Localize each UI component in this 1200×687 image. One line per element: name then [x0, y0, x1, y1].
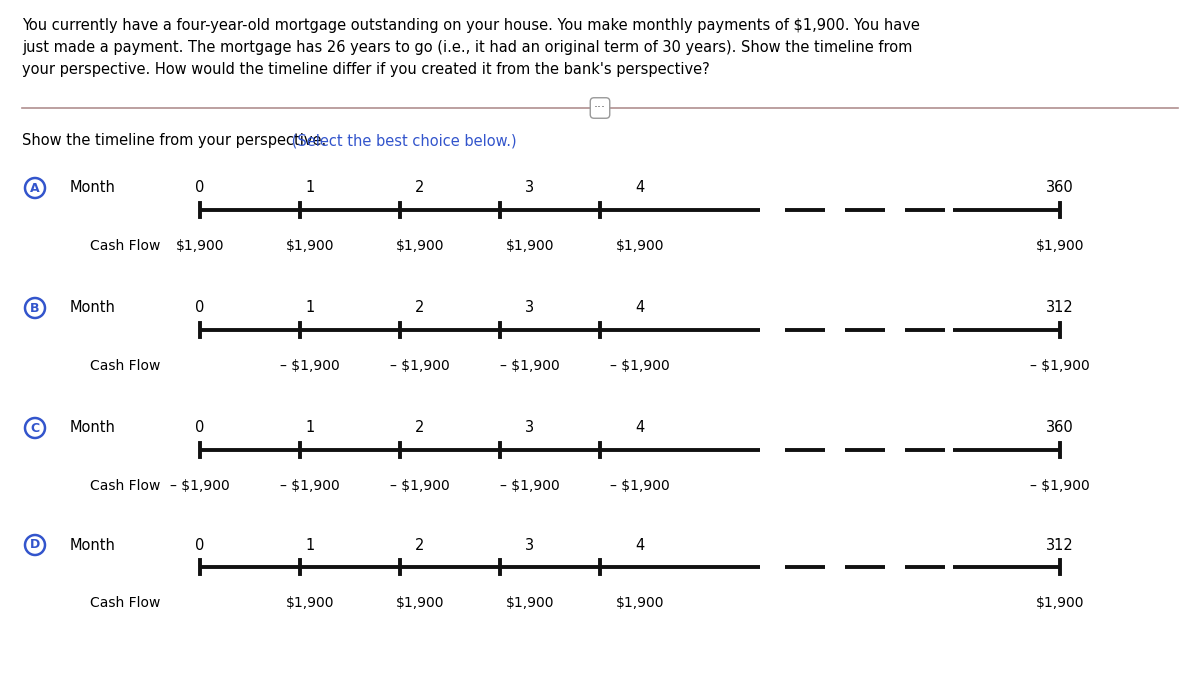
Text: 4: 4	[635, 537, 644, 552]
Text: 1: 1	[305, 300, 314, 315]
Text: 3: 3	[526, 537, 534, 552]
Text: 312: 312	[1046, 537, 1074, 552]
Text: – $1,900: – $1,900	[500, 479, 560, 493]
Text: your perspective. How would the timeline differ if you created it from the bank': your perspective. How would the timeline…	[22, 62, 709, 77]
Text: 0: 0	[196, 300, 205, 315]
Text: 2: 2	[415, 537, 425, 552]
Text: $1,900: $1,900	[396, 596, 444, 610]
Text: C: C	[30, 422, 40, 434]
Text: 360: 360	[1046, 181, 1074, 196]
Text: $1,900: $1,900	[286, 596, 335, 610]
Text: 0: 0	[196, 181, 205, 196]
Text: – $1,900: – $1,900	[280, 359, 340, 373]
Text: $1,900: $1,900	[1036, 239, 1085, 253]
Text: ···: ···	[594, 102, 606, 115]
Text: – $1,900: – $1,900	[500, 359, 560, 373]
Text: – $1,900: – $1,900	[390, 359, 450, 373]
Text: – $1,900: – $1,900	[280, 479, 340, 493]
Text: 2: 2	[415, 420, 425, 436]
Text: 3: 3	[526, 420, 534, 436]
Text: 2: 2	[415, 300, 425, 315]
Text: – $1,900: – $1,900	[1030, 479, 1090, 493]
Text: $1,900: $1,900	[616, 596, 665, 610]
Text: 4: 4	[635, 300, 644, 315]
Text: B: B	[30, 302, 40, 315]
Text: 1: 1	[305, 181, 314, 196]
Text: $1,900: $1,900	[175, 239, 224, 253]
Text: – $1,900: – $1,900	[170, 479, 230, 493]
Text: You currently have a four-year-old mortgage outstanding on your house. You make : You currently have a four-year-old mortg…	[22, 18, 920, 33]
Text: $1,900: $1,900	[505, 596, 554, 610]
Text: 360: 360	[1046, 420, 1074, 436]
Text: 3: 3	[526, 300, 534, 315]
Text: $1,900: $1,900	[1036, 596, 1085, 610]
Text: 1: 1	[305, 420, 314, 436]
Text: Show the timeline from your perspective.: Show the timeline from your perspective.	[22, 133, 326, 148]
Text: 4: 4	[635, 181, 644, 196]
Text: 1: 1	[305, 537, 314, 552]
Text: $1,900: $1,900	[616, 239, 665, 253]
Text: D: D	[30, 539, 40, 552]
Text: $1,900: $1,900	[286, 239, 335, 253]
Text: Month: Month	[70, 181, 116, 196]
Text: Month: Month	[70, 300, 116, 315]
Text: 2: 2	[415, 181, 425, 196]
Text: 4: 4	[635, 420, 644, 436]
Text: $1,900: $1,900	[505, 239, 554, 253]
Text: Month: Month	[70, 537, 116, 552]
Text: 0: 0	[196, 420, 205, 436]
Text: – $1,900: – $1,900	[610, 359, 670, 373]
Text: – $1,900: – $1,900	[1030, 359, 1090, 373]
Text: – $1,900: – $1,900	[610, 479, 670, 493]
Text: Cash Flow: Cash Flow	[90, 479, 160, 493]
Text: – $1,900: – $1,900	[390, 479, 450, 493]
Text: 3: 3	[526, 181, 534, 196]
Text: Cash Flow: Cash Flow	[90, 239, 160, 253]
Text: 0: 0	[196, 537, 205, 552]
Text: Cash Flow: Cash Flow	[90, 359, 160, 373]
Text: Month: Month	[70, 420, 116, 436]
Text: 312: 312	[1046, 300, 1074, 315]
Text: $1,900: $1,900	[396, 239, 444, 253]
Text: A: A	[30, 181, 40, 194]
Text: (Select the best choice below.): (Select the best choice below.)	[287, 133, 517, 148]
Text: Cash Flow: Cash Flow	[90, 596, 160, 610]
Text: just made a payment. The mortgage has 26 years to go (i.e., it had an original t: just made a payment. The mortgage has 26…	[22, 40, 912, 55]
